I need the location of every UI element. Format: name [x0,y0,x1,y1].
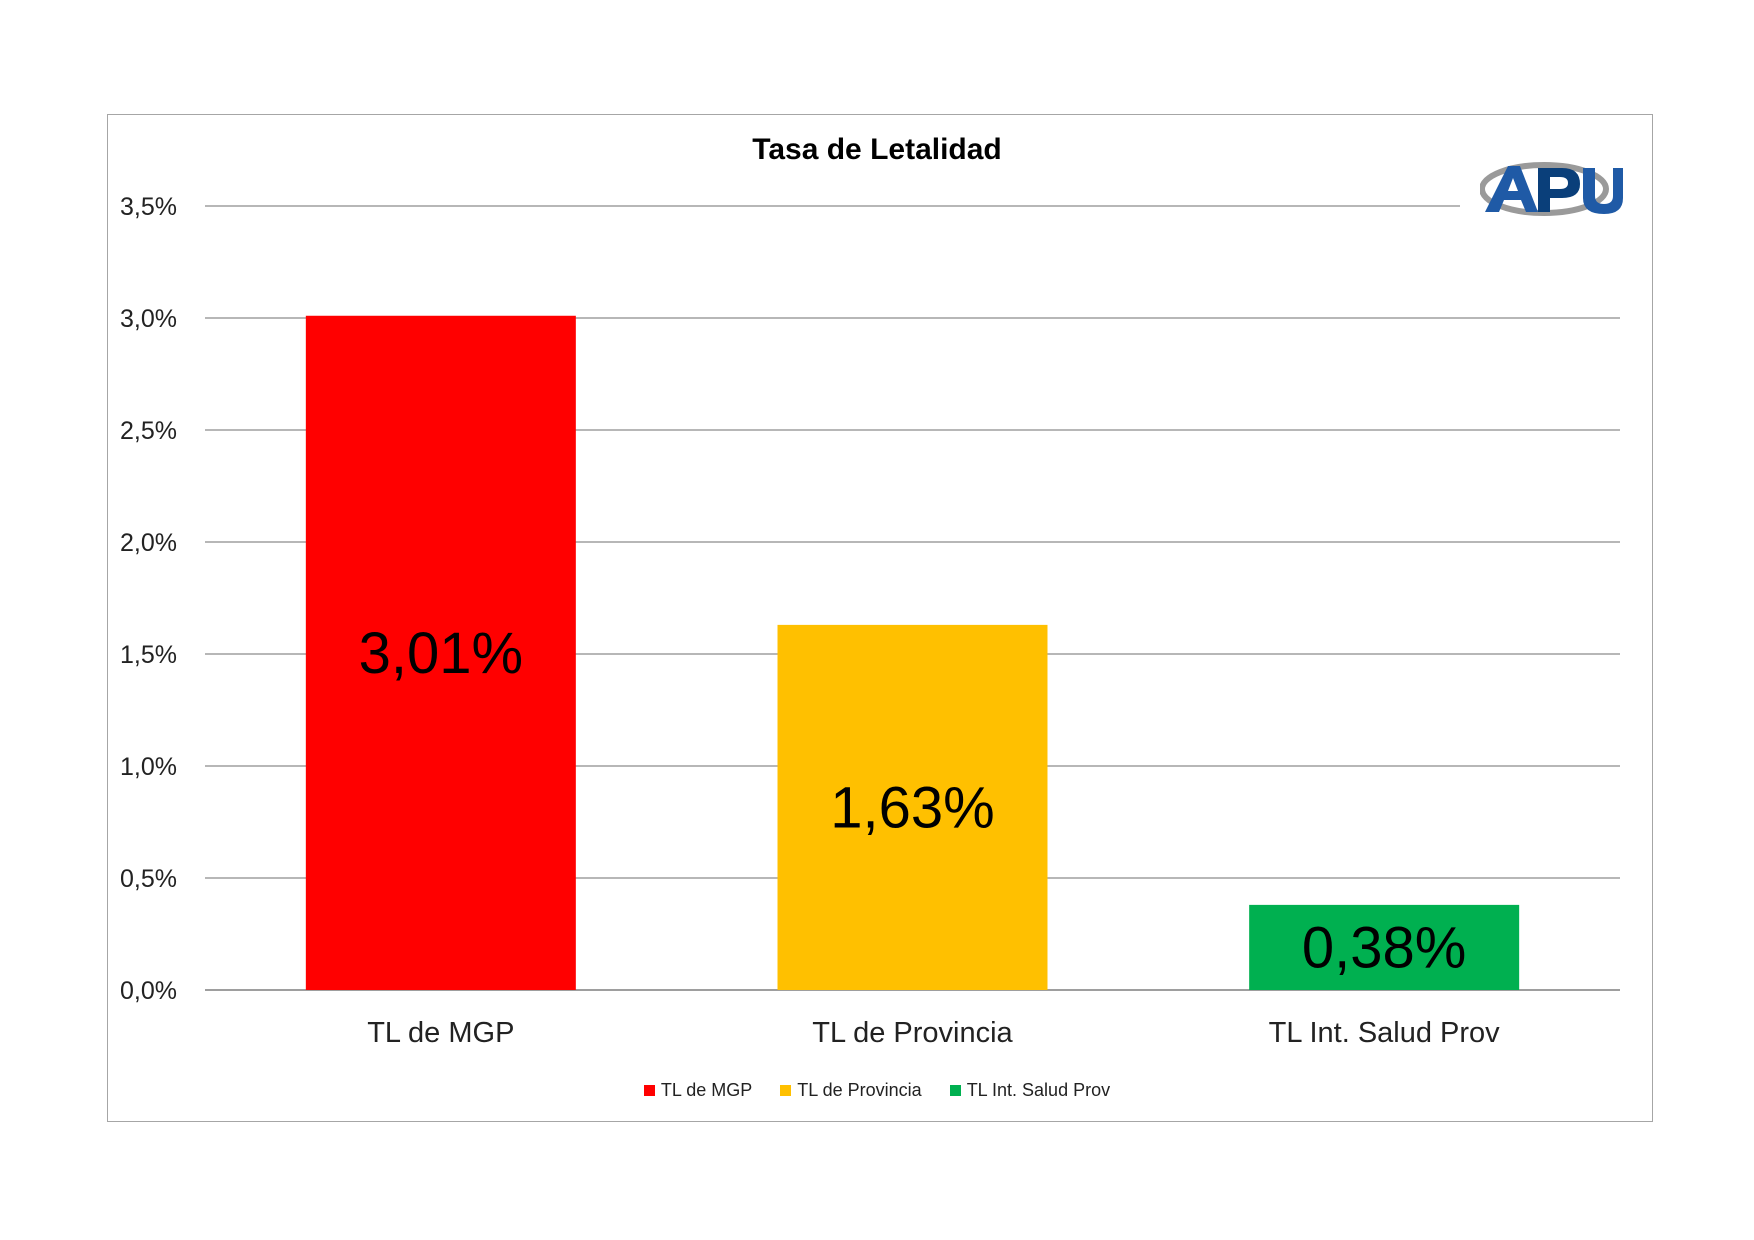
y-tick-label: 3,0% [120,305,177,333]
legend-swatch-provincia [780,1085,792,1096]
y-tick-label: 0,0% [120,977,177,1005]
data-label: 1,63% [830,775,994,840]
x-tick-label: TL de Provincia [812,1017,1013,1049]
y-tick-label: 2,5% [120,417,177,445]
y-tick-label: 1,5% [120,641,177,669]
apu-logo [1480,162,1623,216]
y-tick-label: 3,5% [120,193,177,221]
legend-item-provincia: TL de Provincia [780,1080,922,1101]
data-label: 3,01% [359,621,523,686]
bar [777,624,1048,990]
x-tick-label: TL Int. Salud Prov [1269,1017,1501,1049]
bar [305,315,576,990]
legend-swatch-int-salud [949,1085,961,1096]
y-tick-label: 0,5% [120,865,177,893]
legend: TL de MGP TL de Provincia TL Int. Salud … [0,1080,1754,1101]
legend-item-mgp: TL de MGP [643,1080,753,1101]
chart-title: Tasa de Letalidad [752,133,1002,166]
bar [1249,904,1520,990]
data-label: 0,38% [1302,915,1466,980]
legend-swatch-mgp [643,1085,655,1096]
y-tick-label: 1,0% [120,753,177,781]
legend-item-int-salud: TL Int. Salud Prov [949,1080,1111,1101]
legend-label-provincia: TL de Provincia [797,1080,922,1100]
legend-label-int-salud: TL Int. Salud Prov [966,1080,1111,1100]
y-tick-label: 2,0% [120,529,177,557]
legend-label-mgp: TL de MGP [660,1080,753,1100]
x-tick-label: TL de MGP [367,1017,514,1049]
